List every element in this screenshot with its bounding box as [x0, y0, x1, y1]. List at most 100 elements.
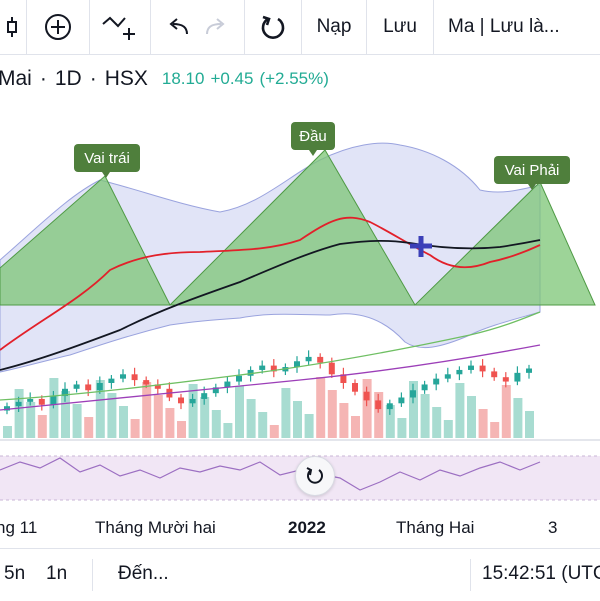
add-indicator-button[interactable]: [27, 0, 89, 54]
range-5n-button[interactable]: 5n: [4, 563, 26, 584]
candle-body: [143, 380, 150, 385]
volume-bar: [26, 402, 36, 438]
volume-bar: [293, 401, 302, 438]
volume-bar: [432, 407, 442, 438]
volume-bar: [351, 416, 360, 438]
candle-body: [15, 401, 22, 407]
candle-body: [201, 393, 208, 399]
time-label: ng 11: [0, 518, 38, 537]
undo-icon: [169, 18, 188, 35]
volume-bar: [246, 399, 256, 438]
candles-icon: [7, 17, 17, 37]
rotate-icon: [306, 467, 323, 484]
candle-body: [120, 374, 126, 379]
candle-body: [433, 378, 440, 385]
crosshair-icon: [410, 236, 432, 257]
candle-body: [108, 378, 115, 383]
candle-body: [386, 403, 393, 410]
range-1n-button[interactable]: 1n: [46, 563, 68, 584]
volume-bar: [455, 383, 465, 438]
legend-dot: ·: [39, 67, 47, 90]
refresh-icon: [261, 15, 285, 39]
volume-bar: [397, 418, 407, 438]
volume-bar: [501, 385, 511, 438]
time-label: Tháng Hai: [396, 518, 475, 537]
load-layout-button[interactable]: Nạp: [302, 0, 366, 54]
goto-date-button[interactable]: Đến...: [118, 563, 169, 584]
volume-bar: [61, 391, 70, 438]
template-menu[interactable]: Ma | Lưu là...: [434, 0, 600, 54]
bottom-toolbar: 5n 1n Đến... 15:42:51 (UTC: [0, 548, 600, 601]
label-right-shoulder: Vai Phải: [494, 156, 570, 190]
candle-body: [236, 375, 242, 382]
volume-bar: [3, 426, 12, 438]
toolbar-divider: [26, 0, 27, 54]
ma-purple-line: [0, 344, 541, 411]
candle-body: [247, 369, 254, 376]
chart-style-button[interactable]: [0, 0, 26, 54]
price-change-percent: (+2.55%): [259, 69, 329, 88]
undo-button[interactable]: [160, 0, 196, 54]
volume-bar: [420, 394, 430, 438]
candle-body: [62, 388, 68, 397]
volume-bar: [339, 403, 349, 438]
save-layout-label: Lưu: [383, 16, 417, 37]
candle-body: [178, 397, 184, 404]
reset-chart-button[interactable]: [295, 456, 335, 496]
candle-body: [526, 368, 532, 373]
volume-bar: [119, 406, 128, 438]
candle-body: [259, 365, 266, 370]
right-shoulder-text: Vai Phải: [505, 162, 560, 179]
volume-bar: [72, 404, 82, 438]
symbol-legend[interactable]: Mai · 1D · HSX 18.10 +0.45 (+2.55%): [0, 62, 329, 96]
volume-bar: [281, 388, 291, 438]
toolbar-divider: [89, 0, 90, 54]
toolbar-divider: [301, 0, 302, 54]
clock-timezone[interactable]: 15:42:51 (UTC: [482, 563, 600, 584]
candle-body: [212, 387, 219, 394]
volume-bar: [95, 380, 105, 438]
refresh-button[interactable]: [245, 0, 301, 54]
volume-bar: [316, 377, 326, 438]
candle-body: [514, 372, 521, 382]
time-axis[interactable]: ng 11 Tháng Mười hai 2022 Tháng Hai 3: [0, 510, 600, 544]
toolbar-divider: [433, 0, 434, 54]
time-label: 3: [548, 518, 558, 537]
candle-body: [502, 377, 509, 382]
candle-body: [96, 383, 103, 391]
candle-body: [4, 406, 10, 411]
candle-body: [328, 362, 335, 375]
plus-circle-icon: [45, 14, 71, 40]
volume-bar: [374, 392, 384, 438]
redo-icon: [206, 18, 225, 35]
candle-body: [50, 396, 57, 405]
candle-body: [491, 371, 498, 378]
candle-body: [85, 384, 92, 391]
time-label: 2022: [288, 518, 326, 537]
compare-symbol-button[interactable]: [90, 0, 150, 54]
redo-button[interactable]: [198, 0, 234, 54]
label-head: Đầu: [291, 122, 335, 156]
interval-label: 1D: [54, 67, 82, 90]
candle-body: [340, 374, 347, 383]
load-layout-label: Nạp: [316, 16, 352, 37]
candle-body: [38, 398, 45, 405]
volume-bar: [177, 421, 186, 438]
volume-bar: [37, 415, 47, 438]
candle-body: [363, 391, 370, 401]
price-chart[interactable]: Vai trái Đầu Vai Phải: [0, 96, 600, 508]
candle-body: [189, 398, 196, 404]
candle-body: [154, 384, 161, 389]
candle-body: [27, 398, 34, 402]
ma-green-line: [0, 311, 541, 401]
candle-body: [479, 365, 486, 372]
volume-bar: [269, 425, 279, 438]
candle-body: [305, 356, 312, 362]
volume-bar: [235, 386, 244, 438]
candle-body: [270, 365, 277, 372]
volume-bar: [467, 396, 476, 438]
ma-black-line: [0, 239, 541, 371]
save-layout-button[interactable]: Lưu: [367, 0, 433, 54]
candlestick-series: [4, 350, 532, 415]
volume-histogram: [3, 377, 534, 438]
